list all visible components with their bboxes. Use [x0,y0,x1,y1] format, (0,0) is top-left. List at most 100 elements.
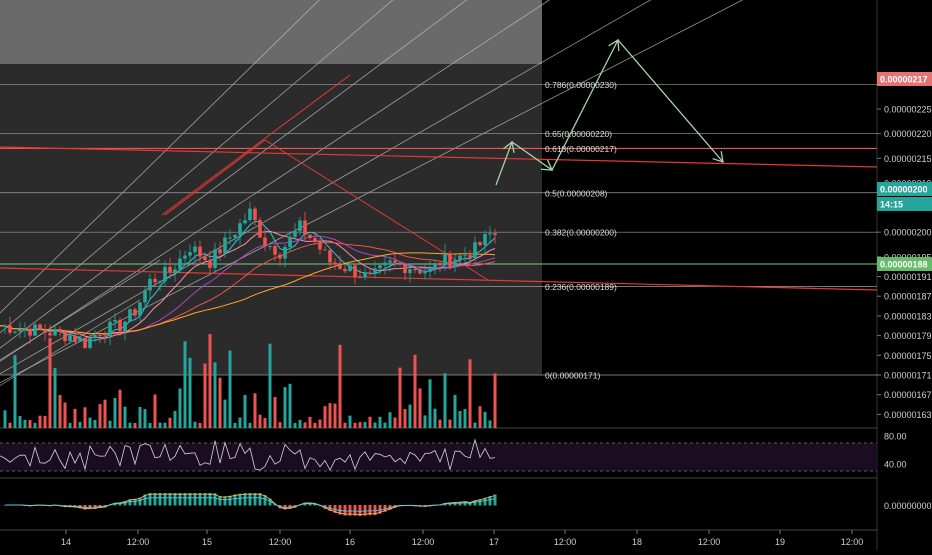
macd-histogram-bar [333,505,337,513]
volume-bar [368,416,372,428]
macd-histogram-bar [483,497,487,506]
volume-bar [353,422,357,428]
volume-bar [48,337,52,428]
volume-bar [253,393,257,428]
fib-level-label: 0.65(0.00000220) [545,129,612,139]
candle-body [203,256,207,261]
macd-histogram-bar [198,493,202,506]
volume-bar [348,415,352,428]
time-axis: 14 12:00 15 12:00 16 12:00 17 12:00 18 12:00 19 12:… [61,530,863,547]
channel-line [161,74,351,216]
projection-arrows [495,38,724,186]
macd-histogram-bar [263,495,267,506]
candle-body [163,266,167,282]
volume-bar [268,343,272,428]
candle-body [253,208,257,221]
volume-bar [413,354,417,428]
moving-averages [0,220,496,342]
volume-bar [448,419,452,428]
volume-bar [233,422,237,428]
candle-body [8,325,12,333]
macd-histogram-bar [223,496,227,506]
price-tick-label: 0.00000167 [884,390,932,400]
time-tick-label: 15 [202,537,212,547]
candle-body [363,272,367,278]
arrow-head [712,151,724,163]
candle-body [283,247,287,259]
candle-body [468,255,472,258]
rsi-pane: 80.00 40.00 [0,432,907,471]
volume-bar [313,422,317,428]
macd-histogram-bar [368,505,372,516]
price-badge-label: 0.00000200 [880,185,928,195]
candle-body [428,268,432,272]
fib-zone-upper [0,0,542,64]
candle-body [213,249,217,268]
volume-bar [113,397,117,428]
candle-body [153,278,157,283]
price-tick-label: 0.00000163 [884,410,932,420]
volume-bar [243,394,247,428]
price-tick-label: 0.00000200 [884,228,932,238]
candle-body [278,254,282,259]
volume-bar [418,388,422,428]
price-badge [877,257,932,271]
macd-histogram-bar [448,502,452,506]
volume-bar [463,409,467,428]
candle-body [333,262,337,265]
candle-body [258,220,262,238]
macd-histogram-bar [193,493,197,506]
price-badge-label: 0.00000188 [880,260,928,270]
candle-body [263,237,267,247]
volume-bar [153,394,157,428]
candle-body [293,231,297,237]
candle-body [58,328,62,332]
resistance-trendline [0,146,878,168]
volume-bar [43,415,47,428]
candle-body [408,269,412,274]
fan-line [0,0,652,375]
macd-histogram-bar [348,505,352,516]
candle-body [368,272,372,274]
volume-bar [3,410,7,428]
volume-bar [483,411,487,428]
macd-histogram-bar [248,493,252,506]
candle-body [423,271,427,274]
arrow-head [540,159,554,171]
macd-tick-label: 0.00000000 [884,501,932,511]
candle-body [448,253,452,267]
volume-bar [393,417,397,428]
macd-histogram-bar [228,495,232,506]
candle-body [493,233,497,236]
candle-body [193,246,197,253]
macd-histogram-bar [363,505,367,516]
volume-bar [238,417,242,428]
volume-bar [223,399,227,428]
volume-bar [53,368,57,428]
volume-bar [163,422,167,428]
candle-body [158,281,162,283]
candle-body [318,242,322,250]
volume-bar [493,373,497,428]
rsi-line [0,438,496,471]
macd-histogram-bar [378,505,382,514]
macd-histogram-bar [478,499,482,506]
candle-body [233,234,237,238]
price-tick-label: 0.00000191 [884,272,932,282]
volume-bar [13,355,17,428]
candle-body [378,265,382,269]
candle-body [358,277,362,279]
candle-body [383,262,387,266]
volume-bar [363,422,367,428]
candle-body [238,223,242,235]
volume-bar [443,373,447,428]
candle-body [248,208,252,221]
volume-bar [158,422,162,428]
arrow-head [608,38,620,52]
macd-histogram-bar [453,502,457,506]
volume-bar [133,423,137,428]
fan-line [0,0,320,314]
volume-bar [83,407,87,428]
